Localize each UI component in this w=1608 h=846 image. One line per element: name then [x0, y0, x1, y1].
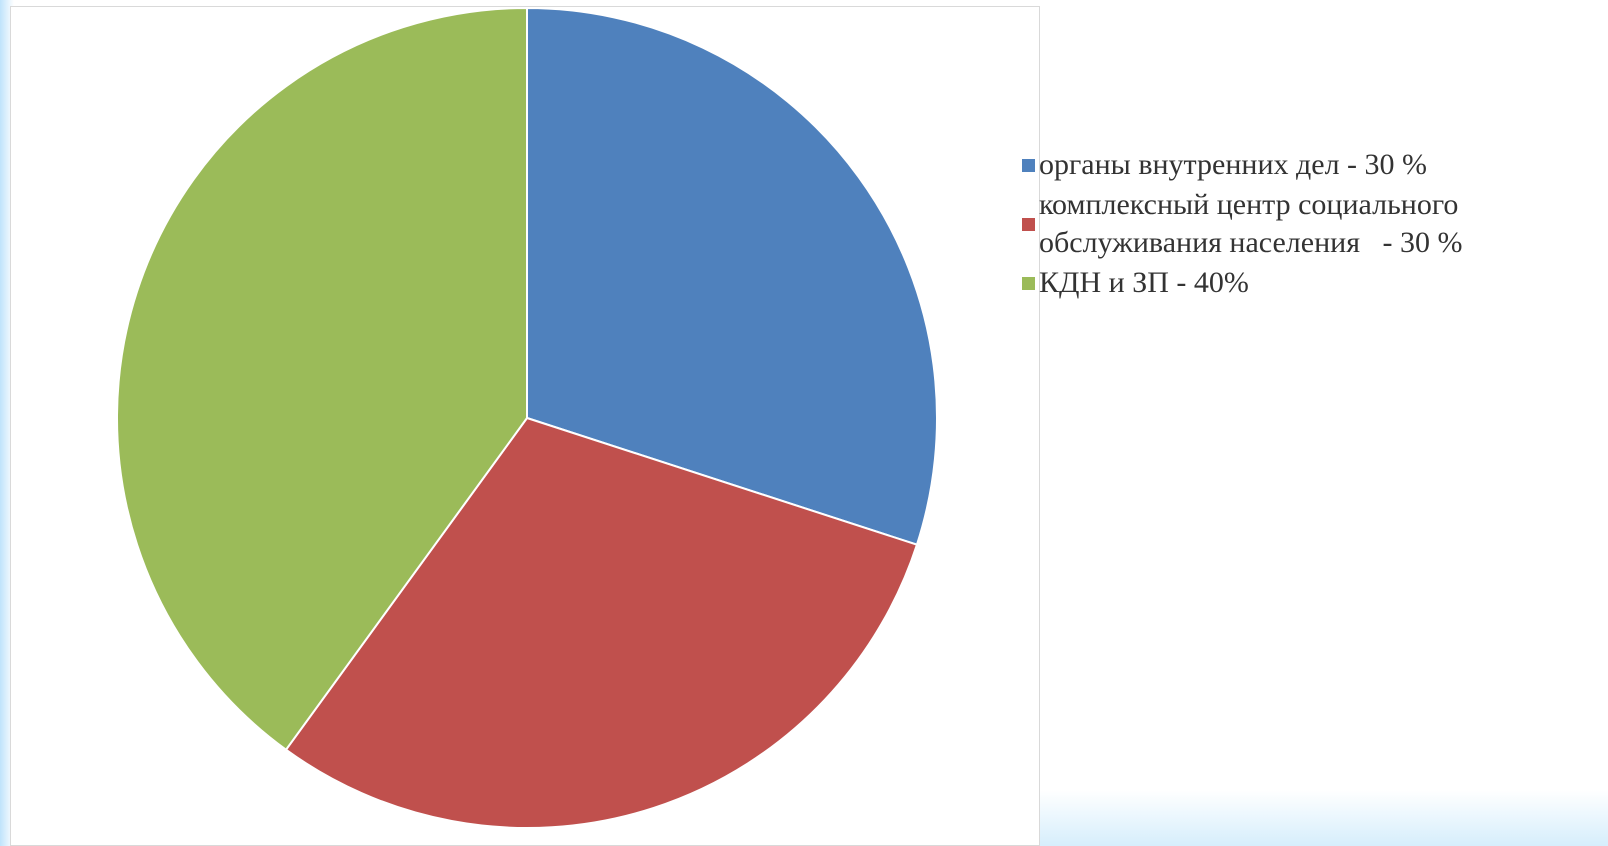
pie-slice	[116, 6, 528, 752]
legend-item: органы внутренних дел - 30 %	[1022, 146, 1597, 184]
legend-label: органы внутренних дел - 30 %	[1039, 148, 1428, 181]
background-glow	[1040, 790, 1608, 846]
legend: органы внутренних дел - 30 % комплексный …	[1022, 146, 1597, 304]
legend-item: комплексный центр социального обслуживан…	[1022, 186, 1597, 262]
legend-swatch	[1022, 276, 1035, 290]
legend-item: КДН и ЗП - 40%	[1022, 264, 1597, 302]
pie-slice	[526, 6, 938, 546]
legend-swatch	[1022, 158, 1035, 172]
legend-label: КДН и ЗП - 40%	[1039, 266, 1249, 299]
pie-slice	[284, 416, 919, 829]
legend-label: комплексный центр социального обслуживан…	[1039, 188, 1466, 259]
chart	[116, 6, 938, 829]
legend-swatch	[1022, 217, 1035, 231]
